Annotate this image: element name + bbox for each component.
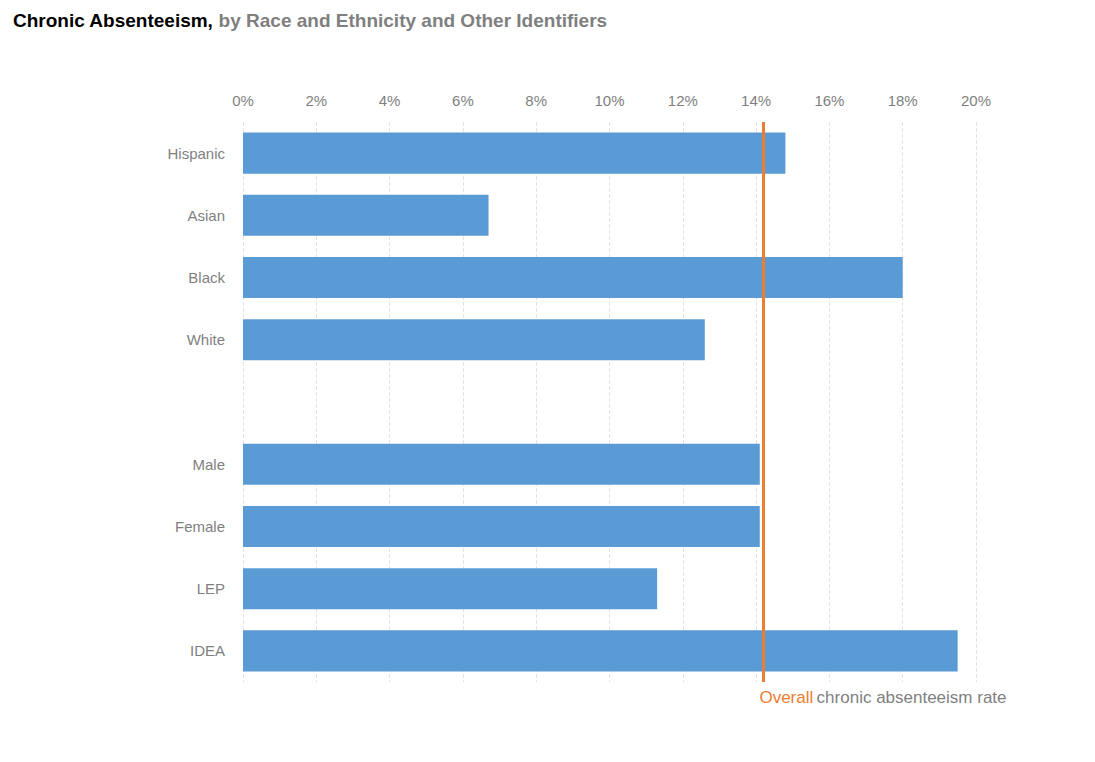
svg-text:Male: Male — [192, 456, 225, 473]
svg-text:8%: 8% — [525, 92, 547, 109]
svg-text:IDEA: IDEA — [190, 642, 225, 659]
svg-text:White: White — [187, 331, 225, 348]
svg-text:14%: 14% — [741, 92, 771, 109]
svg-text:4%: 4% — [379, 92, 401, 109]
svg-text:by Race and Ethnicity and Othe: by Race and Ethnicity and Other Identifi… — [219, 10, 608, 31]
svg-text:2%: 2% — [305, 92, 327, 109]
svg-text:Black: Black — [188, 269, 225, 286]
svg-text:Overall: Overall — [759, 688, 813, 707]
svg-text:6%: 6% — [452, 92, 474, 109]
svg-text:Female: Female — [175, 518, 225, 535]
svg-text:Asian: Asian — [187, 207, 225, 224]
svg-text:16%: 16% — [814, 92, 844, 109]
svg-text:LEP: LEP — [197, 580, 225, 597]
svg-text:10%: 10% — [594, 92, 624, 109]
svg-text:20%: 20% — [961, 92, 991, 109]
svg-text:Hispanic: Hispanic — [167, 145, 225, 162]
svg-text:18%: 18% — [888, 92, 918, 109]
svg-text:0%: 0% — [232, 92, 254, 109]
svg-text:chronic absenteeism rate: chronic absenteeism rate — [817, 688, 1007, 707]
svg-text:12%: 12% — [668, 92, 698, 109]
svg-text:Chronic Absenteeism,: Chronic Absenteeism, — [13, 10, 213, 31]
